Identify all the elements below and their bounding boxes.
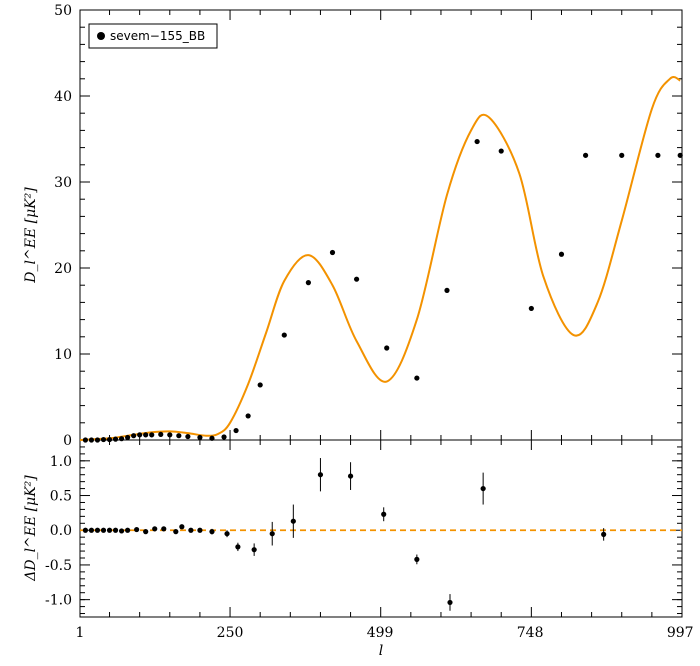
top-ytick-label: 30 <box>54 175 72 191</box>
top-data-point <box>655 152 661 158</box>
residual-point <box>197 527 203 533</box>
top-data-point <box>384 345 390 351</box>
top-plot-frame <box>79 9 683 441</box>
bottom-plot-frame <box>79 439 683 618</box>
top-ytick-label: 10 <box>54 347 72 363</box>
residual-point <box>125 527 131 533</box>
residual-point <box>317 472 324 478</box>
top-data-point <box>137 432 143 438</box>
residual-point <box>188 527 194 533</box>
top-data-point <box>125 434 131 441</box>
bottom-residual-points <box>82 458 607 611</box>
top-data-point <box>257 382 263 388</box>
bottom-ytick-label: -0.5 <box>45 558 72 574</box>
top-data-point <box>185 433 191 440</box>
top-data-point <box>528 305 534 312</box>
residual-point <box>134 526 140 533</box>
top-data-point <box>498 148 504 154</box>
bottom-xtick-label: 997 <box>667 625 694 641</box>
top-data-point <box>158 431 164 438</box>
top-data-point <box>221 434 227 440</box>
legend: sevem−155_BB <box>88 23 218 49</box>
bottom-ytick-label: -1.0 <box>45 593 72 609</box>
top-data-point <box>233 427 239 434</box>
top-axis-ticks: 0 10 20 30 40 50 <box>54 3 682 449</box>
legend-marker <box>97 32 105 40</box>
top-data-point <box>329 249 336 256</box>
top-data-point <box>558 251 565 257</box>
top-data-point <box>176 433 182 439</box>
residual-point <box>143 529 149 535</box>
residual-point <box>82 527 89 533</box>
top-data-point <box>281 332 287 338</box>
top-data-point <box>582 152 589 158</box>
top-data-point <box>112 436 119 442</box>
bottom-xtick-label: 499 <box>367 625 394 641</box>
top-data-point <box>619 152 625 158</box>
residual-point <box>447 599 453 606</box>
top-data-point <box>167 432 173 438</box>
top-model-curve <box>79 76 681 441</box>
residual-point <box>118 528 125 534</box>
top-data-point <box>444 287 450 293</box>
residual-point <box>88 527 95 533</box>
residual-point <box>381 511 387 517</box>
legend-box <box>88 23 218 49</box>
top-y-axis-title: D_l^EE [μK²] <box>23 187 39 284</box>
top-data-point <box>88 437 95 443</box>
x-axis-title: l <box>379 643 383 659</box>
top-data-point <box>197 434 203 441</box>
residual-point <box>179 524 185 530</box>
top-ytick-label: 20 <box>54 261 72 277</box>
top-data-point <box>94 437 101 443</box>
residual-point <box>100 527 107 533</box>
top-data-point <box>209 435 215 441</box>
residual-point <box>106 527 113 533</box>
top-ytick-label: 50 <box>54 3 72 19</box>
bottom-axis-ticks: -1.0 -0.5 0.0 0.5 1.0 1 250 499 748 997 <box>45 440 694 641</box>
top-data-point <box>353 276 360 282</box>
residual-point <box>94 527 101 533</box>
bottom-xtick-label: 250 <box>217 625 244 641</box>
residual-point <box>290 518 296 524</box>
model-curve-line <box>79 76 681 441</box>
top-data-point <box>131 433 137 439</box>
residual-point <box>480 485 486 492</box>
residual-point <box>601 531 607 538</box>
top-data-point <box>118 436 125 442</box>
bottom-ytick-label: 1.0 <box>50 454 72 470</box>
top-data-point <box>100 436 107 443</box>
top-data-point <box>245 413 251 419</box>
bottom-xtick-label: 1 <box>76 625 85 641</box>
top-ytick-label: 40 <box>54 89 72 105</box>
top-data-point <box>677 152 683 158</box>
top-data-point <box>474 138 480 145</box>
residual-point <box>173 529 179 535</box>
top-data-point <box>82 437 89 443</box>
bottom-ytick-label: 0.0 <box>50 523 72 539</box>
residual-point <box>152 526 158 532</box>
residual-point <box>224 531 230 537</box>
residual-point <box>112 527 119 533</box>
residual-point <box>414 556 420 562</box>
residual-point <box>209 529 215 535</box>
legend-label: sevem−155_BB <box>110 29 205 43</box>
bottom-xtick-label: 748 <box>517 625 544 641</box>
top-data-point <box>414 375 420 381</box>
residual-point <box>235 544 241 550</box>
top-ytick-label: 0 <box>63 433 72 449</box>
bottom-ytick-label: 0.5 <box>50 489 72 505</box>
residual-point <box>161 526 167 532</box>
top-data-points <box>82 138 683 443</box>
residual-point <box>347 473 354 479</box>
top-data-point <box>106 436 113 443</box>
residual-point <box>269 531 275 537</box>
top-data-point <box>305 280 311 286</box>
bottom-y-axis-title: ΔD_l^EE [μK²] <box>23 475 39 582</box>
top-data-point <box>149 432 155 438</box>
residual-point <box>251 547 257 553</box>
top-data-point <box>143 432 149 438</box>
